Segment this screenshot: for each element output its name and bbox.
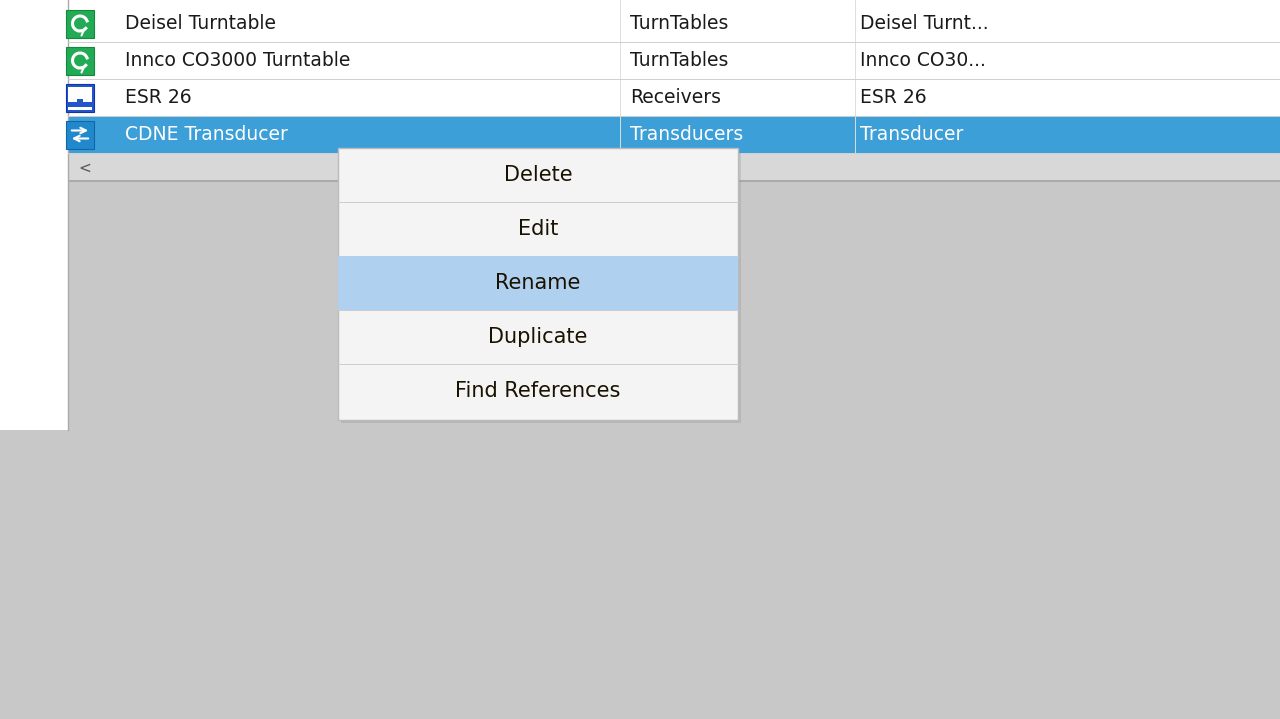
Bar (68, 106, 92, 109)
Text: Edit: Edit (518, 219, 558, 239)
Text: Deisel Turntable: Deisel Turntable (125, 14, 276, 33)
Bar (0, 0, 1280, 430)
Text: Duplicate: Duplicate (488, 327, 588, 347)
Bar (68, 154, 1280, 182)
Text: Deisel Turnt...: Deisel Turnt... (860, 14, 988, 33)
Text: Rename: Rename (495, 273, 581, 293)
Bar (68, 116, 1280, 153)
Bar (0, 182, 1280, 719)
Bar (338, 256, 739, 310)
Text: ESR 26: ESR 26 (860, 88, 927, 107)
Text: CDNE Transducer: CDNE Transducer (125, 125, 288, 144)
Bar (67, 9, 93, 37)
Bar (0, 0, 68, 430)
Text: Transducer: Transducer (860, 125, 964, 144)
Text: Delete: Delete (504, 165, 572, 185)
Bar (68, 86, 92, 102)
Text: Innco CO3000 Turntable: Innco CO3000 Turntable (125, 51, 351, 70)
Bar (77, 99, 83, 107)
Bar (67, 47, 93, 75)
Bar (67, 83, 93, 111)
Text: Find References: Find References (456, 381, 621, 401)
Text: TurnTables: TurnTables (630, 51, 728, 70)
Text: TurnTables: TurnTables (630, 14, 728, 33)
Text: <: < (78, 160, 91, 175)
Text: ESR 26: ESR 26 (125, 88, 192, 107)
Bar (340, 151, 741, 423)
Bar (67, 121, 93, 149)
Bar (68, 180, 1280, 182)
Bar (338, 148, 739, 420)
Text: Transducers: Transducers (630, 125, 744, 144)
Text: Innco CO30...: Innco CO30... (860, 51, 986, 70)
Text: Receivers: Receivers (630, 88, 721, 107)
